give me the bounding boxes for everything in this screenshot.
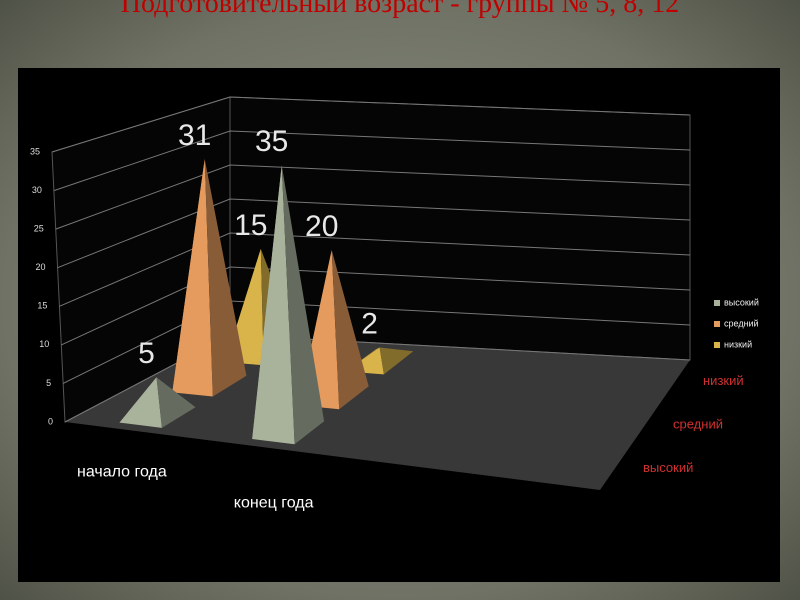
y-tick-label: 35 [30,146,40,156]
value-label: 15 [234,209,267,242]
legend-swatch [714,342,720,348]
y-tick-label: 30 [32,185,42,195]
grid-line [53,130,691,192]
pyramid-face [204,159,247,397]
value-label: 35 [255,125,288,158]
pyramid-face [156,377,196,428]
pyramid-face [172,159,213,397]
pyramid [172,159,247,397]
legend-label: средний [724,318,759,328]
legend-label: высокий [724,297,759,307]
pyramid-face [252,165,295,445]
grid-line [55,164,691,230]
grid-line [57,198,691,269]
pyramid-face [379,347,414,375]
legend-swatch [714,300,720,306]
x-tick-label: начало года [77,464,167,481]
y-tick-label: 20 [36,262,46,272]
pyramid-face [345,347,380,372]
depth-label: средний [673,416,723,431]
legend-label: низкий [724,339,752,349]
x-tick-label: конец года [234,495,314,512]
depth-label: высокий [643,460,693,475]
pyramid [252,165,325,445]
pyramid [119,377,196,428]
legend-swatch [714,321,720,327]
chart-title: Подготовительный возраст - группы № 5, 8… [120,0,680,19]
depth-label: низкий [703,373,744,388]
value-label: 5 [138,337,155,370]
grid-line [61,266,691,346]
y-tick-label: 15 [37,301,47,311]
value-label: 20 [305,210,338,243]
value-label: 2 [361,307,378,340]
grid-line [51,96,691,153]
y-tick-label: 5 [46,378,51,388]
y-tick-label: 25 [34,224,44,234]
pyramid-face [281,165,325,445]
value-label: 31 [178,119,211,152]
y-tick-label: 0 [48,416,53,426]
grid-line [59,232,691,307]
y-tick-label: 10 [39,339,49,349]
pyramid-face [119,377,162,428]
pyramid-face [331,250,369,410]
